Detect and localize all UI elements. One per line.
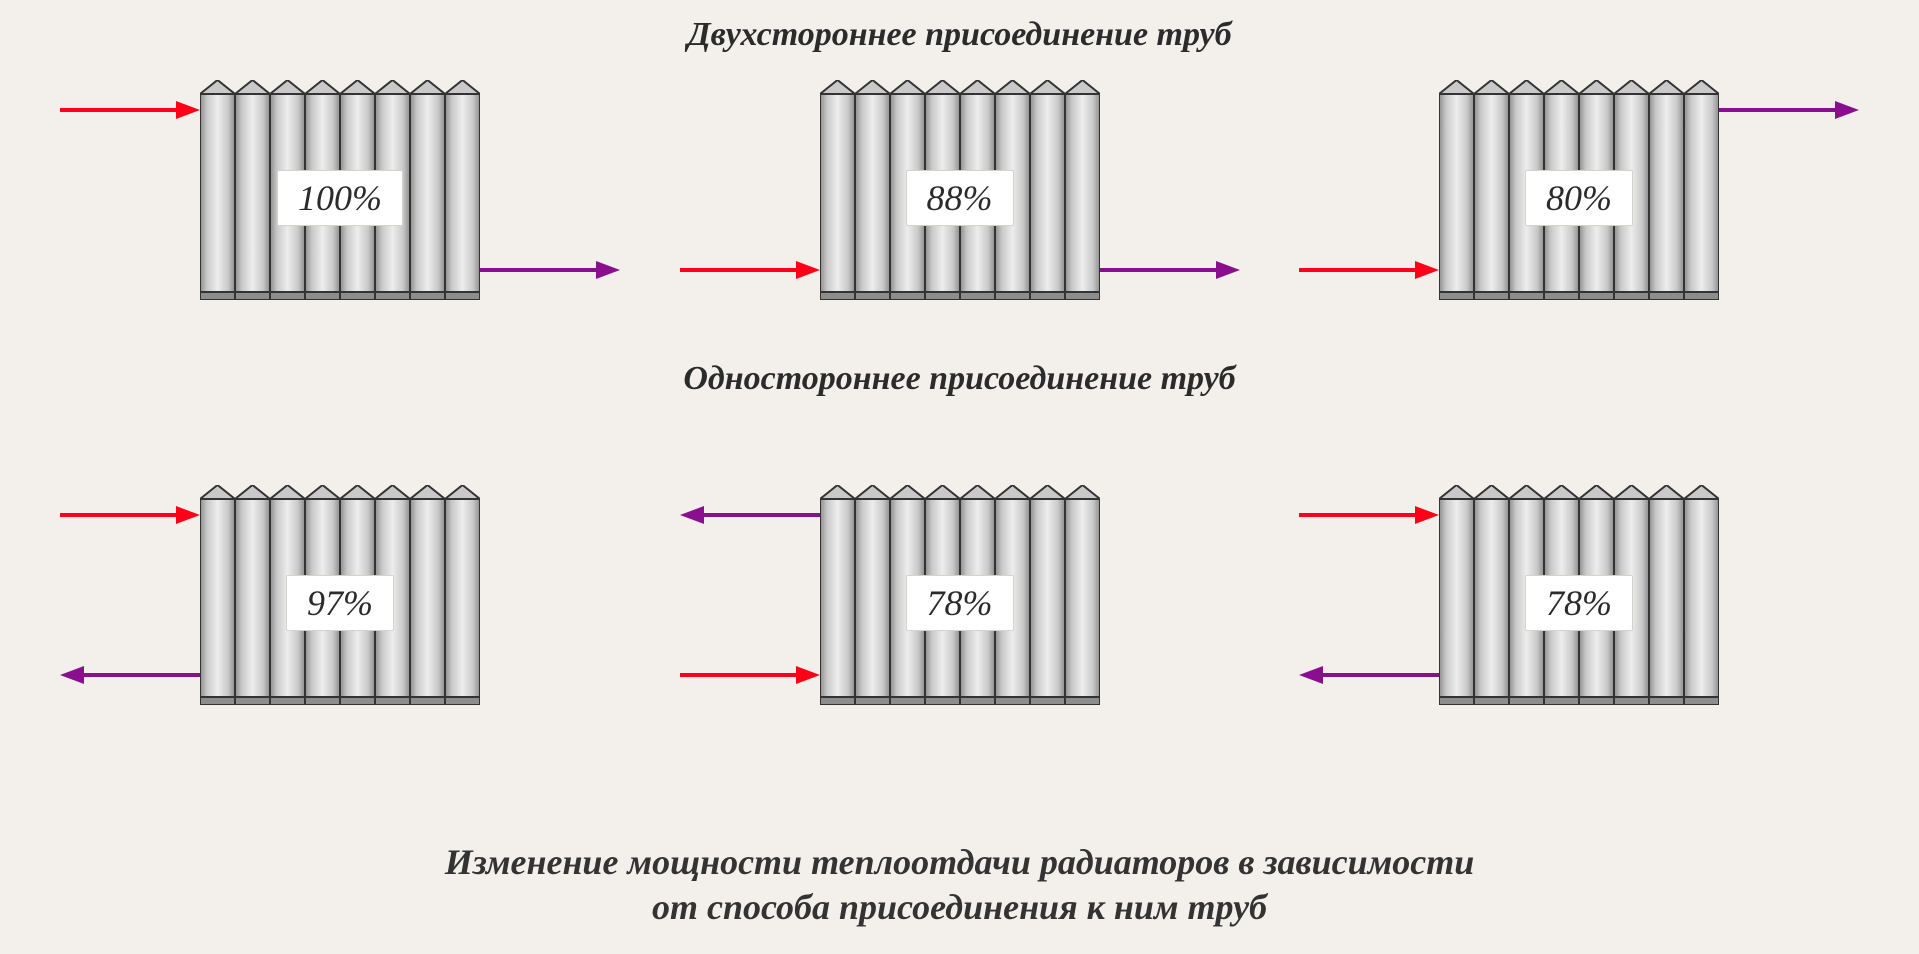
panel-r1c2: 88% — [680, 70, 1240, 310]
inlet-arrow-icon — [60, 504, 200, 531]
efficiency-label: 97% — [286, 575, 394, 631]
inlet-arrow-icon — [60, 99, 200, 126]
inlet-arrow-icon — [680, 664, 820, 691]
inlet-arrow-icon — [1299, 259, 1439, 286]
efficiency-label: 100% — [277, 170, 403, 226]
panel-r2c3: 78% — [1299, 475, 1859, 715]
inlet-arrow-icon — [680, 259, 820, 286]
efficiency-label: 88% — [906, 170, 1014, 226]
caption: Изменение мощности теплоотдачи радиаторо… — [0, 840, 1919, 930]
panel-r2c1: 97% — [60, 475, 620, 715]
top-heading: Двухстороннее присоединение труб — [0, 16, 1919, 54]
outlet-arrow-icon — [1100, 259, 1240, 286]
panel-r1c1: 100% — [60, 70, 620, 310]
row-one-sided: 97% 78% 78% — [0, 475, 1919, 715]
caption-line1: Изменение мощности теплоотдачи радиаторо… — [445, 842, 1475, 882]
outlet-arrow-icon — [60, 664, 200, 691]
caption-line2: от способа присоединения к ним труб — [652, 887, 1267, 927]
diagram-page: Двухстороннее присоединение труб 100% 88%… — [0, 0, 1919, 954]
inlet-arrow-icon — [1299, 504, 1439, 531]
panel-r1c3: 80% — [1299, 70, 1859, 310]
efficiency-label: 78% — [1525, 575, 1633, 631]
row-two-sided: 100% 88% 80% — [0, 70, 1919, 310]
efficiency-label: 80% — [1525, 170, 1633, 226]
efficiency-label: 78% — [906, 575, 1014, 631]
outlet-arrow-icon — [1299, 664, 1439, 691]
outlet-arrow-icon — [1719, 99, 1859, 126]
outlet-arrow-icon — [680, 504, 820, 531]
mid-heading: Одностороннее присоединение труб — [0, 360, 1919, 398]
outlet-arrow-icon — [480, 259, 620, 286]
panel-r2c2: 78% — [680, 475, 1240, 715]
